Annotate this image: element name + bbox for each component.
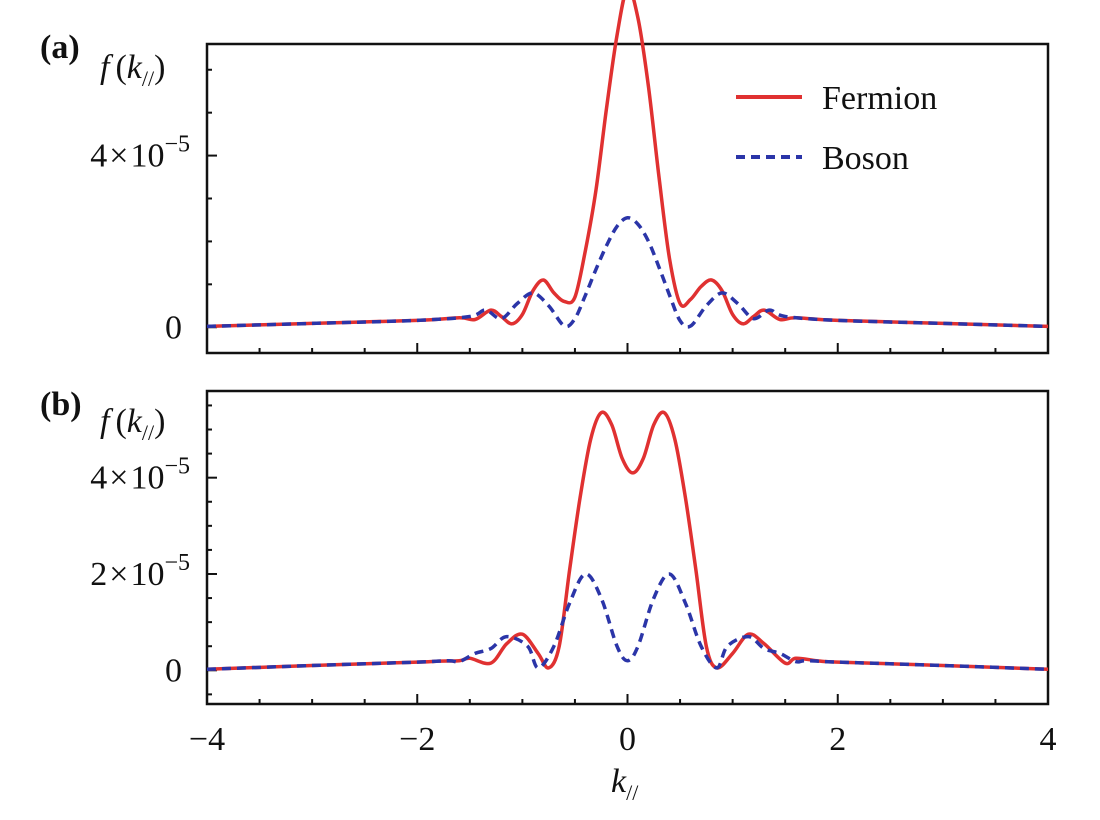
fermion-line-panel-a [206,0,1049,329]
panel-a-ticks [206,68,1049,353]
panel-b-ylabel: f (k//) [100,403,165,445]
x-tick-label: 0 [619,721,636,758]
boson-line-panel-b [206,572,1049,672]
panel-a: (a) f(k//) 0 4×10−5 8×10−5 Fermion Boson [40,0,1050,355]
panel-b-frame [205,389,1050,706]
x-tick-label: 4 [1040,721,1057,758]
panel-a-ylabel: f (k//) [100,49,165,91]
x-axis-label: k// [611,763,639,805]
panel-b-ticks [206,404,1049,704]
panel-b-ytick-labels: 0 2×10−5 4×10−5 [90,454,190,690]
y-tick-label: 2×10−5 [90,550,190,593]
legend-boson-label: Boson [822,140,909,177]
legend-fermion-label: Fermion [822,80,937,117]
panel-a-ytick-labels: 0 4×10−5 8×10−5 [90,0,190,346]
y-tick-label: 4×10−5 [90,132,190,175]
y-tick-label: 0 [165,652,182,689]
panel-b-series [206,410,1049,672]
y-tick-label: 0 [165,309,182,346]
x-tick-label: −4 [189,721,225,758]
panel-b-label: (b) [40,386,82,423]
legend: Fermion Boson [736,80,937,177]
panel-a-series [206,0,1049,329]
y-tick-label: 4×10−5 [90,454,190,497]
panel-b: (b) f (k//) 0 2×10−5 4×10−5 −4 −2 0 2 4 k// [40,386,1057,805]
x-tick-label: −2 [399,721,435,758]
panel-b-xtick-labels: −4 −2 0 2 4 [189,721,1057,758]
fermion-line-panel-b [206,410,1049,672]
panel-a-label: (a) [40,29,80,66]
x-tick-label: 2 [829,721,846,758]
y-tick-label: 8×10−5 [90,0,190,3]
boson-line-panel-a [206,216,1049,329]
